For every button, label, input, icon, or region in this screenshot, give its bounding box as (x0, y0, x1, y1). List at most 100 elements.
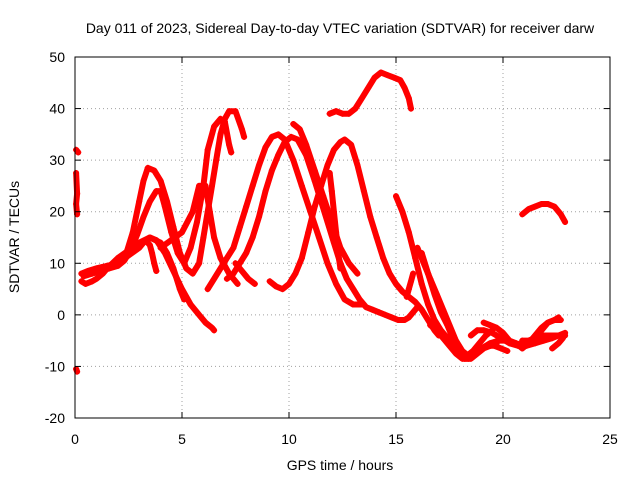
data-point (390, 74, 397, 81)
data-point (557, 211, 564, 218)
data-point (290, 157, 297, 164)
data-point (465, 355, 472, 362)
data-point (532, 203, 539, 210)
data-point (538, 200, 545, 207)
data-point (268, 133, 275, 140)
data-point (412, 298, 419, 305)
data-point (217, 131, 224, 138)
data-point (208, 182, 215, 189)
data-point (403, 293, 410, 300)
data-point (174, 249, 181, 256)
data-point (444, 322, 451, 329)
data-point (144, 164, 151, 171)
data-point (551, 317, 558, 324)
data-point (418, 306, 425, 313)
data-point (373, 234, 380, 241)
data-point (354, 270, 361, 277)
data-point (380, 255, 387, 262)
data-point (290, 121, 297, 128)
x-tick-label: 0 (71, 431, 79, 447)
y-tick-label: 20 (49, 204, 65, 220)
data-point (204, 286, 211, 293)
data-point (262, 144, 269, 151)
data-point (382, 311, 389, 318)
data-point (324, 260, 331, 267)
data-point (367, 213, 374, 220)
data-point (489, 329, 496, 336)
series-trace-o (326, 170, 344, 272)
data-point (202, 319, 209, 326)
data-point (335, 249, 342, 256)
data-point (181, 296, 188, 303)
data-point (256, 213, 263, 220)
data-point (211, 275, 218, 282)
data-point (298, 182, 305, 189)
data-point (395, 317, 402, 324)
y-axis-label: SDTVAR / TECUs (6, 181, 22, 293)
data-point (157, 177, 164, 184)
data-point (170, 265, 177, 272)
data-point (217, 255, 224, 262)
data-point (196, 260, 203, 267)
data-point (187, 244, 194, 251)
x-tick-label: 10 (281, 431, 297, 447)
data-point (256, 162, 263, 169)
data-point (211, 327, 218, 334)
data-point (375, 309, 382, 316)
series-trace-c (73, 366, 81, 375)
data-point (187, 301, 194, 308)
data-point (234, 280, 241, 287)
data-point (418, 280, 425, 287)
series-trace-m (266, 136, 442, 339)
data-point (405, 314, 412, 321)
data-point (217, 115, 224, 122)
series-trace-d (78, 234, 218, 334)
data-point (433, 327, 440, 334)
data-point (238, 126, 245, 133)
data-point (226, 108, 233, 115)
data-point (365, 84, 372, 91)
series-trace-j (223, 133, 421, 324)
series-trace-p (326, 69, 414, 117)
data-point (401, 84, 408, 91)
data-point (378, 69, 385, 76)
data-point (431, 317, 438, 324)
data-point (399, 208, 406, 215)
data-point (341, 296, 348, 303)
data-point (223, 255, 230, 262)
data-point (557, 317, 564, 324)
data-point (544, 200, 551, 207)
data-point (397, 77, 404, 84)
data-point (388, 314, 395, 321)
data-point (478, 345, 485, 352)
data-point (480, 319, 487, 326)
data-point (104, 265, 111, 272)
axis-ticks: -20 -10 0 10 20 30 40 50 0 5 10 15 20 25 (45, 49, 618, 447)
data-point (125, 247, 132, 254)
data-point (538, 332, 545, 339)
data-point (405, 229, 412, 236)
data-point (157, 188, 164, 195)
data-point (333, 280, 340, 287)
series-line (326, 69, 414, 117)
data-point (82, 270, 89, 277)
data-point (328, 188, 335, 195)
data-point (189, 270, 196, 277)
data-point (75, 149, 82, 156)
data-point (497, 335, 504, 342)
y-tick-label: -20 (45, 410, 65, 426)
data-point (181, 260, 188, 267)
data-point (315, 234, 322, 241)
data-point (136, 198, 143, 205)
data-point (303, 141, 310, 148)
data-point (305, 229, 312, 236)
data-point (384, 72, 391, 79)
data-point (243, 249, 250, 256)
data-point (356, 296, 363, 303)
data-point (459, 355, 466, 362)
series-line (403, 270, 417, 300)
series-trace-y (549, 335, 566, 352)
data-point (345, 260, 352, 267)
data-point (519, 337, 526, 344)
data-point (407, 105, 414, 112)
